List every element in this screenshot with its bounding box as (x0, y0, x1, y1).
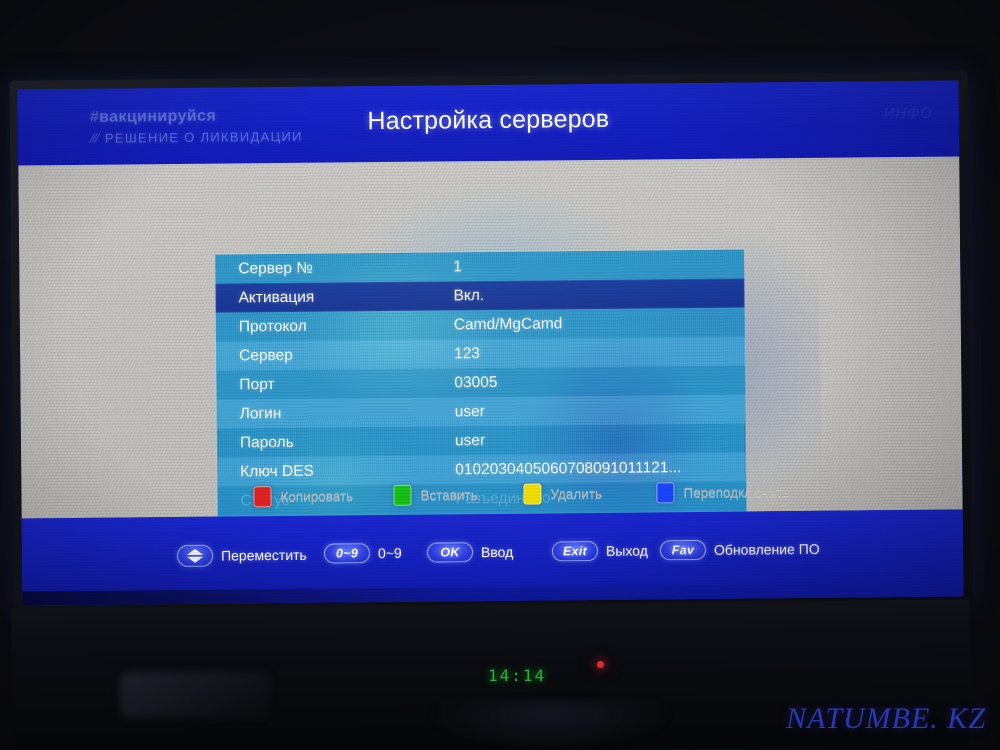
hint-label: Переместить (220, 546, 307, 564)
led-clock-display: 14:14 (488, 666, 547, 685)
fav-key-icon: Fav (659, 539, 707, 561)
row-label: Порт (239, 375, 275, 393)
number-keys-icon: 0~9 (323, 543, 371, 564)
blue-key-swatch (656, 482, 675, 504)
row-label: Пароль (239, 433, 294, 451)
hint-label: Обновление ПО (713, 540, 820, 558)
row-value: 123 (454, 344, 481, 362)
color-key-label: Вставить (420, 487, 478, 503)
page-title: Настройка серверов (367, 104, 610, 136)
up-down-arrow-icon (176, 544, 214, 568)
hint-label: Выход (605, 542, 648, 559)
row-value: Camd/MgCamd (453, 314, 563, 333)
hint-label: 0~9 (377, 544, 402, 562)
color-key-delete[interactable]: Удалить (523, 483, 602, 505)
row-value: 0102030405060708091011121... (455, 458, 682, 478)
red-key-swatch (253, 486, 272, 508)
row-label: Активация (238, 288, 315, 306)
row-value: user (454, 431, 486, 449)
hint-ok[interactable]: OK Ввод (426, 542, 514, 563)
hint-exit[interactable]: Exit Выход (551, 540, 648, 562)
row-label: Ключ DES (240, 462, 314, 480)
color-key-label: Переподключить (683, 484, 790, 501)
row-label: Протокол (238, 317, 307, 335)
tv-stand-shadow (430, 700, 670, 750)
hint-number-keys[interactable]: 0~9 0~9 (323, 543, 402, 564)
osd-footer: Переместить 0~9 0~9 OK Ввод Exit Выход F… (21, 509, 964, 606)
standby-led-icon (597, 661, 604, 668)
color-key-copy[interactable]: Копировать (253, 485, 354, 508)
watermark: NATUMBE. KZ (786, 702, 986, 735)
channel-corner-bug: ИНФО (883, 104, 933, 123)
green-key-swatch (393, 484, 412, 506)
yellow-key-swatch (523, 483, 542, 505)
osd-header: #вакцинируйся ///РЕШЕНИЕ О ЛИКВИДАЦИИ На… (17, 80, 960, 166)
remote-control-blur (120, 672, 270, 718)
color-key-label: Удалить (550, 485, 603, 502)
color-key-paste[interactable]: Вставить (393, 484, 478, 506)
color-key-label: Копировать (280, 488, 354, 505)
osd-body: Сервер № 1 Активация Вкл. Протокол Camd/… (18, 156, 963, 544)
row-value: Вкл. (453, 286, 485, 304)
exit-key-icon: Exit (551, 540, 599, 562)
row-label: Сервер (239, 346, 293, 364)
row-value: user (454, 402, 485, 420)
hint-software-update[interactable]: Fav Обновление ПО (659, 539, 820, 561)
row-value: 03005 (454, 373, 498, 391)
ok-key-icon: OK (426, 542, 474, 563)
hint-label: Ввод (480, 543, 514, 561)
color-key-reconnect[interactable]: Переподключить (656, 481, 790, 504)
tv-screen: #вакцинируйся ///РЕШЕНИЕ О ЛИКВИДАЦИИ На… (17, 80, 964, 606)
row-value: 1 (453, 257, 462, 275)
color-key-legend: Копировать Вставить Удалить Переподключи… (21, 479, 962, 514)
row-label: Логин (239, 404, 282, 422)
row-label: Сервер № (238, 259, 314, 277)
hint-move[interactable]: Переместить (176, 544, 307, 568)
